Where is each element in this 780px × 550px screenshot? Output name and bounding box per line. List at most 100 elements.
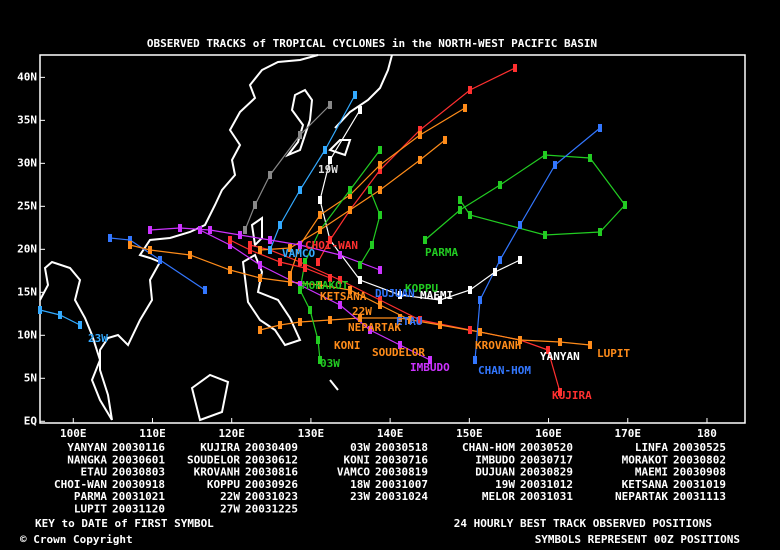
position-symbol bbox=[278, 221, 282, 229]
storm-label: 19W bbox=[318, 163, 338, 176]
key-note: KEY to DATE of FIRST SYMBOL bbox=[35, 517, 214, 530]
position-symbol bbox=[316, 258, 320, 266]
position-symbol bbox=[128, 236, 132, 244]
storm-label: IMBUDO bbox=[410, 361, 450, 374]
storm-label: 23W bbox=[88, 332, 108, 345]
position-symbol bbox=[258, 261, 262, 269]
position-symbol bbox=[328, 101, 332, 109]
y-tick-label: EQ bbox=[24, 414, 38, 427]
position-symbol bbox=[228, 241, 232, 249]
legend-date: 20030819 bbox=[375, 466, 428, 479]
position-symbol bbox=[418, 316, 422, 324]
legend-date: 20031225 bbox=[245, 503, 298, 516]
position-symbol bbox=[338, 251, 342, 259]
position-symbol bbox=[338, 301, 342, 309]
position-symbol bbox=[543, 151, 547, 159]
position-symbol bbox=[288, 278, 292, 286]
note: 24 HOURLY BEST TRACK OBSERVED POSITIONS bbox=[454, 517, 712, 530]
position-symbol bbox=[268, 236, 272, 244]
position-symbol bbox=[228, 266, 232, 274]
title: OBSERVED TRACKS of TROPICAL CYCLONES in … bbox=[147, 37, 597, 50]
legend-name: IMBUDO bbox=[475, 453, 515, 466]
position-symbol bbox=[348, 191, 352, 199]
position-symbol bbox=[298, 286, 302, 294]
legend-date: 20030816 bbox=[245, 466, 298, 479]
copyright: © Crown Copyright bbox=[20, 533, 133, 546]
x-tick-label: 170E bbox=[615, 427, 642, 440]
position-symbol bbox=[370, 241, 374, 249]
legend-name: KETSANA bbox=[622, 478, 669, 491]
legend-date: 20030802 bbox=[673, 453, 726, 466]
storm-label: KROVANH bbox=[475, 339, 521, 352]
position-symbol bbox=[268, 246, 272, 254]
position-symbol bbox=[468, 86, 472, 94]
position-symbol bbox=[308, 306, 312, 314]
legend-name: 22W bbox=[220, 490, 240, 503]
position-symbol bbox=[348, 286, 352, 294]
storm-label: MAEMI bbox=[420, 289, 453, 302]
storm-label: ETAU bbox=[396, 315, 423, 328]
position-symbol bbox=[498, 181, 502, 189]
position-symbol bbox=[358, 276, 362, 284]
position-symbol bbox=[268, 171, 272, 179]
position-symbol bbox=[463, 104, 467, 112]
position-symbol bbox=[298, 131, 302, 139]
x-tick-label: 180 bbox=[697, 427, 717, 440]
position-symbol bbox=[128, 241, 132, 249]
position-symbol bbox=[323, 146, 327, 154]
position-symbol bbox=[358, 106, 362, 114]
position-symbol bbox=[438, 296, 442, 304]
legend-date: 20030612 bbox=[245, 453, 298, 466]
legend-name: MELOR bbox=[482, 490, 515, 503]
position-symbol bbox=[298, 241, 302, 249]
position-symbol bbox=[208, 226, 212, 234]
position-symbol bbox=[498, 256, 502, 264]
position-symbol bbox=[478, 296, 482, 304]
position-symbol bbox=[543, 231, 547, 239]
y-tick-label: 30N bbox=[17, 156, 37, 169]
legend-date: 20030918 bbox=[112, 478, 165, 491]
position-symbol bbox=[546, 346, 550, 354]
position-symbol bbox=[258, 274, 262, 282]
storm-label: KETSANA bbox=[320, 290, 367, 303]
note: SYMBOLS REPRESENT 00Z POSITIONS bbox=[535, 533, 740, 546]
legend-date: 20031023 bbox=[245, 490, 298, 503]
position-symbol bbox=[318, 226, 322, 234]
x-tick-label: 110E bbox=[139, 427, 166, 440]
position-symbol bbox=[258, 246, 262, 254]
position-symbol bbox=[398, 291, 402, 299]
position-symbol bbox=[78, 321, 82, 329]
legend-date: 20030717 bbox=[520, 453, 573, 466]
plot-frame bbox=[39, 54, 746, 424]
legend-date: 20030803 bbox=[112, 466, 165, 479]
position-symbol bbox=[278, 321, 282, 329]
position-symbol bbox=[378, 161, 382, 169]
legend-name: KUJIRA bbox=[200, 441, 240, 454]
position-symbol bbox=[408, 316, 412, 324]
position-symbol bbox=[258, 326, 262, 334]
legend-date: 20030908 bbox=[673, 466, 726, 479]
legend-name: 18W bbox=[350, 478, 370, 491]
position-symbol bbox=[318, 196, 322, 204]
y-tick-label: 10N bbox=[17, 328, 37, 341]
position-symbol bbox=[358, 314, 362, 322]
position-symbol bbox=[298, 281, 302, 289]
position-symbol bbox=[378, 301, 382, 309]
legend-date: 20031007 bbox=[375, 478, 428, 491]
y-tick-label: 5N bbox=[24, 371, 37, 384]
legend-name: 23W bbox=[350, 490, 370, 503]
storm-label: CHAN-HOM bbox=[478, 364, 531, 377]
position-symbol bbox=[418, 131, 422, 139]
legend-date: 20031024 bbox=[375, 490, 428, 503]
legend-name: KROVANH bbox=[194, 466, 240, 479]
legend-name: PARMA bbox=[74, 490, 107, 503]
storm-label: LUPIT bbox=[597, 347, 630, 360]
position-symbol bbox=[198, 226, 202, 234]
legend-date: 20030926 bbox=[245, 478, 298, 491]
position-symbol bbox=[418, 126, 422, 134]
legend-name: DUJUAN bbox=[475, 466, 515, 479]
position-symbol bbox=[148, 246, 152, 254]
y-tick-label: 15N bbox=[17, 285, 37, 298]
